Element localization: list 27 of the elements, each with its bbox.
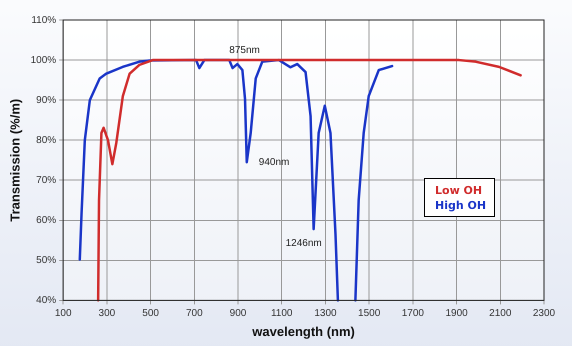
y-tick-label: 50%	[36, 255, 56, 266]
y-axis-title: Transmission (%/m)	[7, 98, 22, 222]
text: High OH	[435, 198, 486, 214]
x-tick-label: 2100	[489, 308, 512, 320]
x-tick-label: 1500	[358, 308, 381, 320]
x-tick-label: 300	[98, 308, 116, 320]
x-tick-label: 100	[54, 308, 72, 320]
y-tick-label: 70%	[36, 174, 56, 186]
y-tick-label: 90%	[36, 94, 56, 106]
x-tick-label: 1700	[402, 308, 424, 320]
y-tick-label: 60%	[36, 215, 56, 226]
y-tick-label: 40%	[36, 295, 56, 306]
y-tick-label: 110%	[31, 14, 56, 26]
x-tick-label: 1300	[314, 308, 338, 320]
annotation: 1246nm	[286, 238, 322, 249]
text: Low OH	[435, 183, 484, 198]
annotation: 940nm	[258, 156, 290, 168]
x-tick-label: 1100	[270, 308, 293, 320]
y-tick-label: 100%	[30, 54, 56, 66]
x-tick-label: 2300	[532, 308, 556, 320]
x-tick-label: 500	[142, 308, 160, 320]
annotation: 875nm	[229, 44, 260, 56]
x-tick-label: 1900	[445, 308, 468, 320]
x-tick-label: 700	[186, 308, 204, 320]
x-axis-title: wavelength (nm)	[251, 324, 355, 339]
y-tick-label: 80%	[36, 134, 56, 146]
x-tick-label: 900	[230, 308, 247, 320]
